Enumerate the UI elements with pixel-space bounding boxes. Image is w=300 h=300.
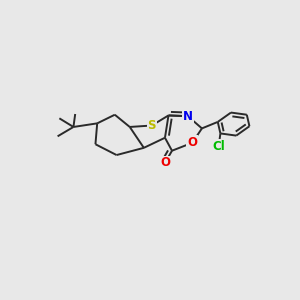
Text: N: N: [183, 110, 193, 123]
Text: Cl: Cl: [212, 140, 225, 153]
Text: S: S: [148, 119, 156, 132]
Text: O: O: [187, 136, 197, 149]
Text: O: O: [160, 157, 170, 169]
